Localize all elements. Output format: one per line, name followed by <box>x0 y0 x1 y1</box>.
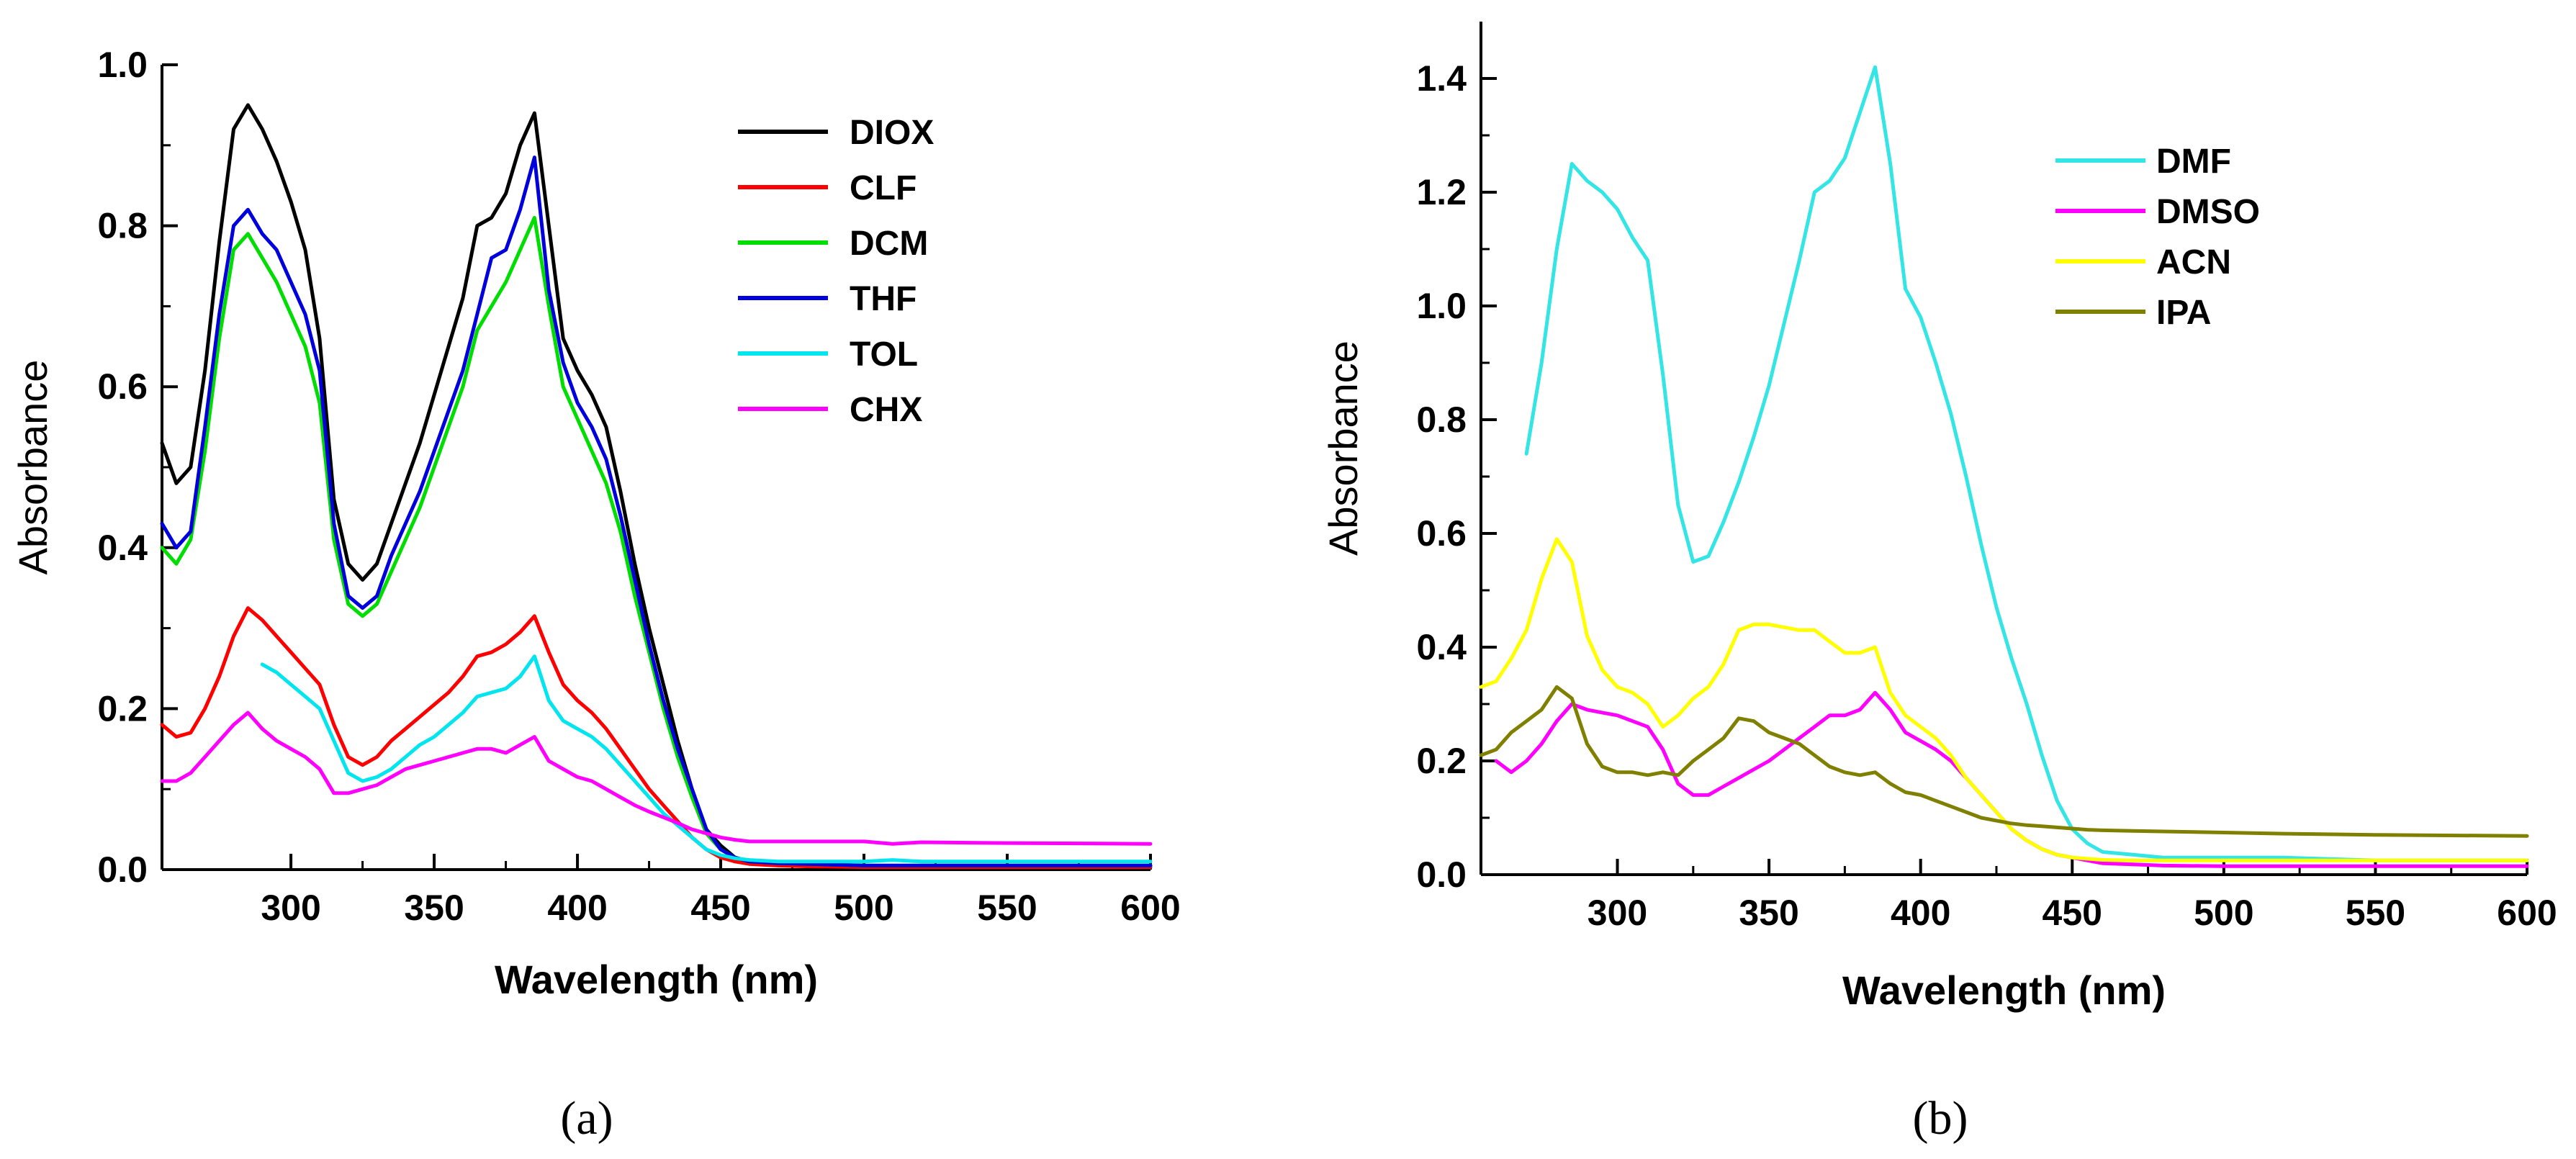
panel-label: (a) <box>560 1092 613 1145</box>
legend-label-ipa: IPA <box>2156 294 2211 332</box>
x-axis-title: Wavelength (nm) <box>495 957 818 1002</box>
series-line-ipa <box>1479 685 2529 838</box>
x-tick-label: 600 <box>1120 888 1180 928</box>
y-tick-label: 0.6 <box>97 366 148 407</box>
x-tick-label: 350 <box>404 888 464 928</box>
series-line-clf <box>160 606 1153 870</box>
legend-label-chx: CHX <box>850 391 922 429</box>
series-line-dmf <box>1524 65 2529 862</box>
chart-panel-b: 300 350 400 450 500 550 600 0.0 0.2 0.4 0.6 0.8 1.0 1… <box>1320 22 2557 1145</box>
x-axis-title: Wavelength (nm) <box>1842 968 2166 1013</box>
legend-label-clf: CLF <box>850 169 917 207</box>
x-tick-label: 550 <box>2346 893 2405 933</box>
y-tick-label: 0.2 <box>97 688 148 729</box>
legend-label-dmf: DMF <box>2156 143 2231 181</box>
x-tick-label: 450 <box>690 888 750 928</box>
y-tick-label: 0.8 <box>97 206 148 246</box>
y-tick-label: 0.6 <box>1416 513 1467 554</box>
legend-label-thf: THF <box>850 280 917 318</box>
y-tick-label: 1.0 <box>97 45 148 85</box>
y-tick-label: 0.4 <box>97 528 148 568</box>
series-line-thf <box>160 155 1153 867</box>
y-tick-label: 1.2 <box>1416 172 1467 212</box>
legend-label-acn: ACN <box>2156 243 2231 281</box>
x-tick-label: 300 <box>261 888 320 928</box>
legend-label-dmso: DMSO <box>2156 193 2260 231</box>
y-tick-label: 0.0 <box>1416 854 1467 895</box>
x-tick-label: 500 <box>834 888 893 928</box>
legend-label-diox: DIOX <box>850 114 934 152</box>
x-tick-label: 550 <box>977 888 1037 928</box>
y-tick-label: 0.2 <box>1416 741 1467 781</box>
x-tick-label: 350 <box>1739 893 1798 933</box>
y-tick-label: 0.0 <box>97 849 148 890</box>
series-line-acn <box>1479 537 2529 862</box>
x-tick-label: 400 <box>547 888 607 928</box>
chart-panel-a: 300 350 400 450 500 550 600 0.0 0.2 0.4 0.6 0.8 1.0 W… <box>10 45 1181 1145</box>
y-axis-title: Absorbance <box>10 360 55 575</box>
series-line-diox <box>160 103 1153 867</box>
legend-label-tol: TOL <box>850 335 918 374</box>
y-tick-label: 0.4 <box>1416 627 1467 667</box>
x-tick-label: 600 <box>2497 893 2557 933</box>
panel-label: (b) <box>1913 1092 1968 1145</box>
y-tick-label: 1.0 <box>1416 286 1467 326</box>
y-tick-label: 0.8 <box>1416 400 1467 440</box>
y-axis-title: Absorbance <box>1320 341 1366 556</box>
legend-label-dcm: DCM <box>850 225 928 263</box>
x-tick-label: 450 <box>2043 893 2102 933</box>
x-tick-label: 500 <box>2194 893 2253 933</box>
x-tick-label: 400 <box>1891 893 1950 933</box>
series-line-tol <box>260 654 1153 864</box>
y-tick-label: 1.4 <box>1416 58 1467 99</box>
x-tick-label: 300 <box>1588 893 1647 933</box>
series-line-chx <box>160 711 1153 846</box>
